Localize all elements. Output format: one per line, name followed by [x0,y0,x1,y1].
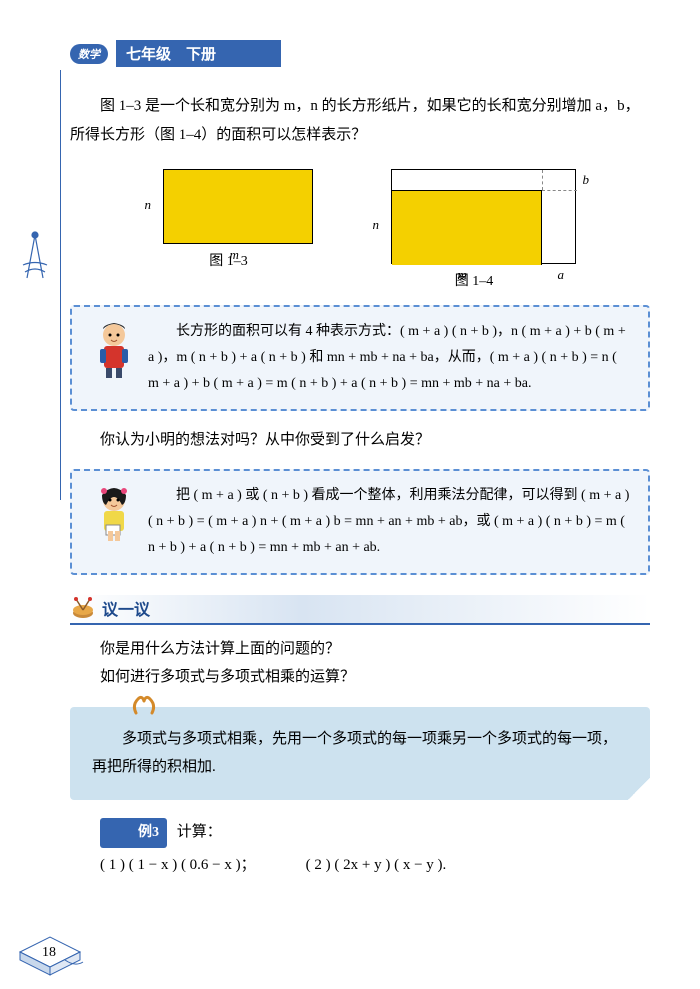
example-label: 例3 [100,818,167,849]
drum-icon [70,595,96,621]
boy-avatar-icon [90,319,138,379]
thought-text-1: 长方形的面积可以有 4 种表示方式：( m + a ) ( n + b )，n … [148,319,630,397]
label-m2: m [458,267,467,283]
rule-text: 多项式与多项式相乘，先用一个多项式的每一项乘另一个多项式的每一项，再把所得的积相… [92,731,617,776]
section-title: 议一议 [102,596,150,620]
grade-label: 七年级 下册 [116,40,281,67]
example-intro: 计算： [177,824,222,840]
example-3: 例3 计算： ( 1 ) ( 1 − x ) ( 0.6 − x )； ( 2 … [70,818,650,880]
figure-1-3: n m 图 1–3 [145,169,313,290]
rule-box: 多项式与多项式相乘，先用一个多项式的每一项乘另一个多项式的每一项，再把所得的积相… [70,707,650,800]
intro-paragraph: 图 1–3 是一个长和宽分别为 m，n 的长方形纸片，如果它的长和宽分别增加 a… [70,92,650,149]
vertical-divider [60,70,61,500]
girl-avatar-icon [90,483,138,543]
figure-1-4: n m a b 图 1–4 [373,169,576,290]
figure-caption: 图 1–3 [145,250,313,270]
page-header: 数学 七年级 下册 [70,40,650,67]
rectangle-simple [163,169,313,244]
q2-line-2: 如何进行多项式与多项式相乘的运算？ [70,663,650,692]
figure-caption-2: 图 1–4 [373,270,576,290]
label-m: m [230,247,239,263]
subject-logo: 数学 [70,44,108,64]
label-b: b [583,172,590,188]
q2-line-1: 你是用什么方法计算上面的问题的？ [70,635,650,664]
rectangle-expanded [391,169,576,264]
label-n: n [145,197,152,213]
compass-icon [15,230,55,285]
thought-text-2: 把 ( m + a ) 或 ( n + b ) 看成一个整体，利用乘法分配律，可… [148,483,630,561]
question-1: 你认为小明的想法对吗？从中你受到了什么启发？ [70,426,650,455]
example-item-1: ( 1 ) ( 1 − x ) ( 0.6 − x )； [100,851,256,880]
section-header: 议一议 [70,595,650,625]
page-curl [628,778,650,800]
clip-icon [100,693,128,715]
thought-box-1: 长方形的面积可以有 4 种表示方式：( m + a ) ( n + b )，n … [70,305,650,411]
thought-box-2: 把 ( m + a ) 或 ( n + b ) 看成一个整体，利用乘法分配律，可… [70,469,650,575]
label-a: a [558,267,565,283]
example-item-2: ( 2 ) ( 2x + y ) ( x − y ). [306,851,447,880]
label-n2: n [373,217,380,233]
figure-group: n m 图 1–3 n m a b 图 1–4 [70,169,650,290]
page-number: 18 [42,945,56,961]
discussion-questions: 你是用什么方法计算上面的问题的？ 如何进行多项式与多项式相乘的运算？ [70,635,650,692]
